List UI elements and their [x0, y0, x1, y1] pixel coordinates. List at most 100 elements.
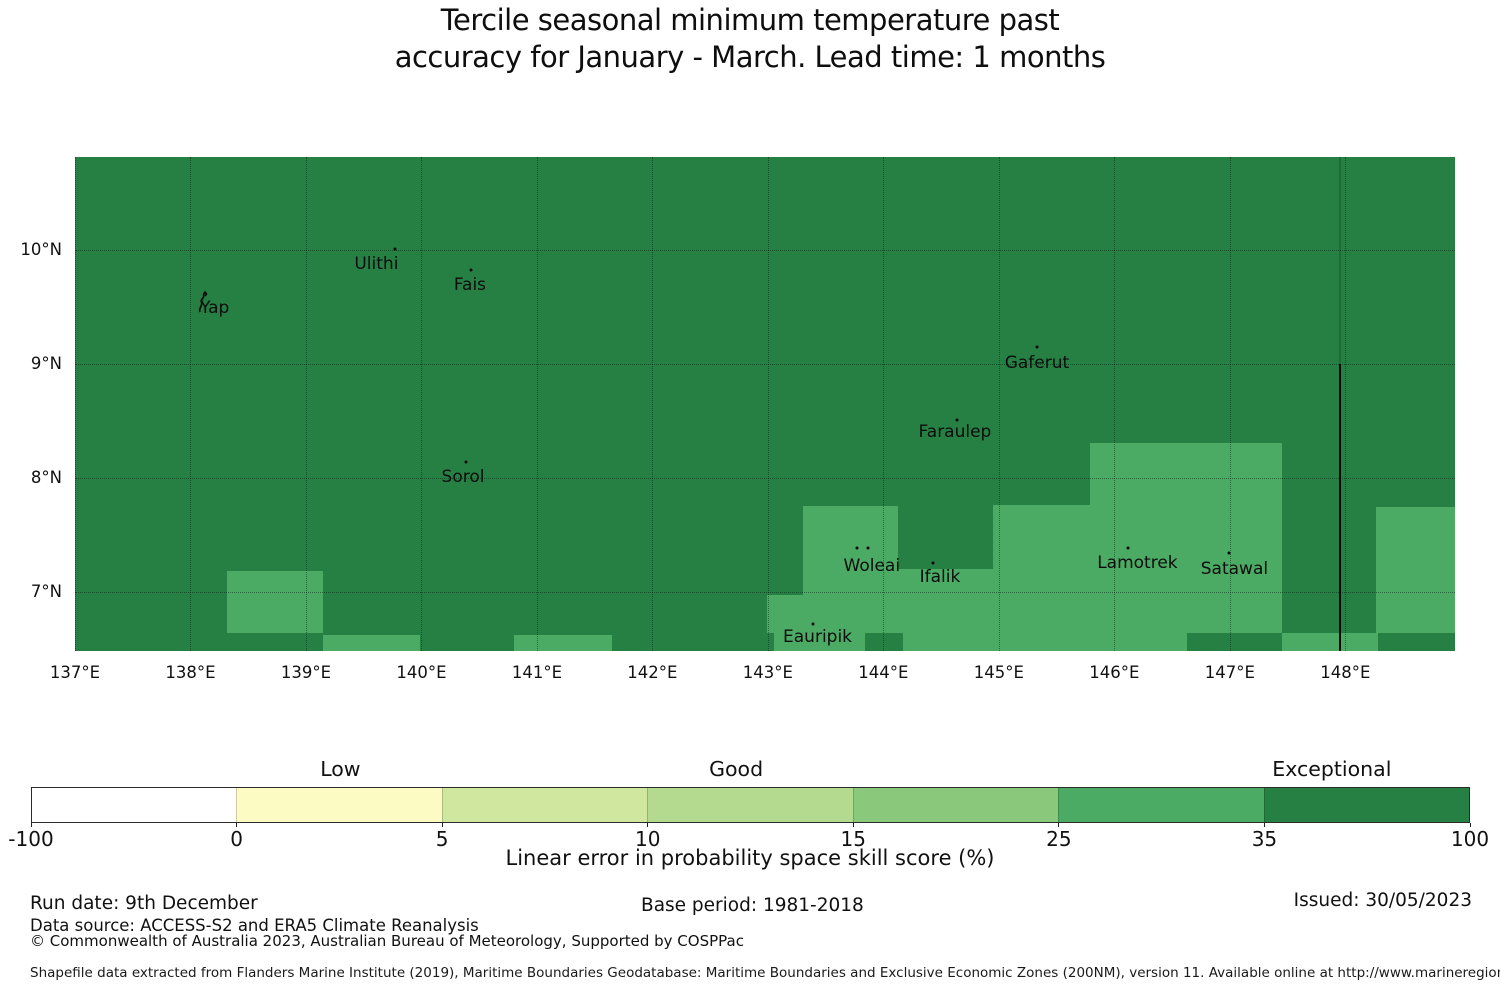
issued-text: Issued: 30/05/2023	[1293, 890, 1472, 911]
colorbar-tickmark	[1263, 823, 1265, 827]
island-label-ifalik: Ifalik	[919, 566, 961, 587]
colorbar-segment	[32, 788, 237, 822]
eez-boundary-line-faint	[1338, 157, 1341, 364]
island-dot	[469, 268, 473, 272]
gridline-vertical	[421, 157, 423, 651]
colorbar-category-good: Good	[709, 757, 764, 781]
gridline-vertical	[767, 157, 769, 651]
island-dot	[866, 546, 870, 550]
island-dot	[811, 622, 815, 626]
x-tick-label: 145°E	[973, 663, 1024, 682]
skill-patch	[513, 635, 612, 651]
gridline-vertical	[998, 157, 1000, 651]
eez-boundary-line	[1338, 363, 1341, 651]
colorbar-tickmark	[30, 823, 32, 827]
colorbar-tickmark	[1058, 823, 1060, 827]
x-tick-label: 140°E	[396, 663, 447, 682]
colorbar-tick-label: 0	[230, 827, 243, 851]
colorbar-segment	[236, 788, 442, 822]
map-area: Yap Ulithi Fais Sorol Gaferut Faraulep Woleai I…	[75, 157, 1455, 651]
island-label-ulithi: Ulithi	[354, 253, 399, 274]
chart-title: Tercile seasonal minimum temperature pas…	[0, 2, 1500, 76]
gridline-horizontal	[75, 249, 1455, 251]
gridline-vertical	[1229, 157, 1231, 651]
base-period-text: Base period: 1981-2018	[641, 895, 864, 916]
island-dot	[855, 546, 859, 550]
colorbar-tick-label: 15	[840, 827, 867, 851]
island-dot	[1035, 345, 1039, 349]
skill-patch	[993, 505, 1091, 633]
y-tick-label: 10°N	[20, 239, 62, 259]
island-dot	[464, 460, 468, 464]
skill-patch	[773, 632, 865, 651]
y-tick-label: 9°N	[30, 353, 62, 373]
data-source-text: Data source: ACCESS-S2 and ERA5 Climate …	[30, 916, 479, 935]
run-date-text: Run date: 9th December	[30, 893, 258, 914]
colorbar-tick-label: 5	[435, 827, 449, 851]
colorbar-category-low: Low	[320, 757, 361, 781]
colorbar-segment	[1058, 788, 1264, 822]
island-label-fais: Fais	[453, 275, 487, 296]
skill-patch	[898, 568, 994, 633]
island-label-lamotrek: Lamotrek	[1097, 553, 1178, 574]
colorbar-segment	[852, 788, 1059, 822]
gridline-vertical	[652, 157, 654, 651]
skill-patch	[1281, 632, 1378, 651]
x-tick-label: 148°E	[1320, 663, 1371, 682]
y-axis-ticks: 7°N 8°N 9°N 10°N	[0, 157, 62, 651]
colorbar-segment	[441, 788, 648, 822]
skill-patch	[323, 635, 421, 651]
x-axis-ticks: 137°E 138°E 139°E 140°E 141°E 142°E 143°E 144°E…	[50, 663, 1455, 685]
x-tick-label: 147°E	[1204, 663, 1255, 682]
yap-island-outline	[198, 290, 208, 313]
x-tick-label: 137°E	[49, 663, 101, 682]
island-label-faraulep: Faraulep	[918, 422, 992, 443]
colorbar-tickmark	[852, 823, 854, 827]
skill-patch	[766, 595, 803, 633]
colorbar-tickmark	[441, 823, 443, 827]
island-label-satawal: Satawal	[1200, 558, 1269, 579]
gridline-vertical	[305, 157, 307, 651]
gridline-horizontal	[75, 363, 1455, 365]
colorbar-segment	[1263, 788, 1469, 822]
skill-patch	[903, 632, 1188, 651]
gridline-vertical	[1114, 157, 1116, 651]
x-tick-label: 144°E	[858, 663, 909, 682]
island-label-eauripik: Eauripik	[783, 627, 853, 648]
gridline-vertical	[1345, 157, 1347, 651]
gridline-vertical	[75, 157, 76, 651]
island-dot	[955, 418, 959, 422]
colorbar-tick-label: 35	[1251, 827, 1278, 851]
y-tick-label: 8°N	[30, 467, 62, 487]
island-label-woleai: Woleai	[843, 555, 901, 576]
colorbar-tick-label: 100	[1450, 827, 1490, 851]
island-dot	[1227, 551, 1231, 555]
skill-patch	[1090, 442, 1282, 633]
colorbar-tickmark	[236, 823, 238, 827]
colorbar-ticks: -100 0 5 10 15 25 35 100	[8, 823, 1489, 851]
chart-title-line1: Tercile seasonal minimum temperature pas…	[440, 3, 1060, 37]
skill-patch	[227, 571, 324, 633]
x-tick-label: 146°E	[1089, 663, 1140, 682]
chart-title-line2: accuracy for January - March. Lead time:…	[394, 40, 1106, 74]
island-label-sorol: Sorol	[441, 466, 485, 487]
island-label-yap: Yap	[200, 298, 230, 319]
y-tick-label: 7°N	[30, 581, 62, 601]
colorbar-segment	[647, 788, 853, 822]
skill-patch	[1376, 507, 1455, 633]
colorbar-axis-label: Linear error in probability space skill …	[505, 846, 995, 870]
gridline-horizontal	[75, 591, 1455, 593]
x-tick-label: 142°E	[627, 663, 678, 682]
island-dot	[393, 247, 397, 251]
colorbar-category-exceptional: Exceptional	[1272, 757, 1392, 781]
gridline-vertical	[536, 157, 538, 651]
colorbar-tick-label: 10	[634, 827, 661, 851]
x-tick-label: 139°E	[280, 663, 332, 682]
colorbar	[31, 787, 1470, 823]
gridline-horizontal	[75, 477, 1455, 479]
colorbar-tickmark	[647, 823, 649, 827]
gridline-vertical	[190, 157, 192, 651]
colorbar-tickmark	[1469, 823, 1471, 827]
x-tick-label: 138°E	[165, 663, 216, 682]
